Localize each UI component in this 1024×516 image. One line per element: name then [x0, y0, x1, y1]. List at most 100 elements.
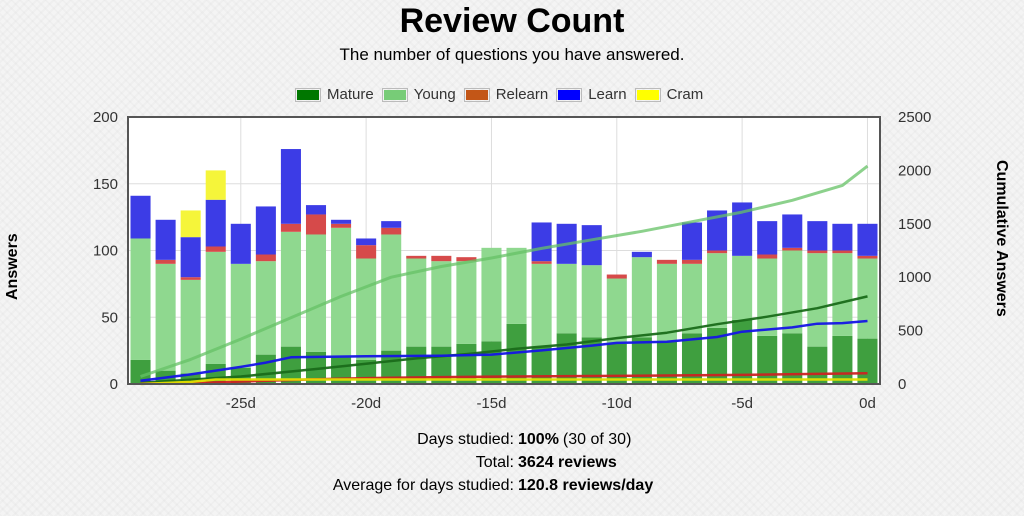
bar-mature	[581, 337, 602, 384]
bar-relearn	[431, 255, 452, 262]
bar-young	[531, 263, 552, 347]
legend-label-cram: Cram	[666, 86, 704, 103]
bar-learn	[130, 195, 151, 239]
bar-mature	[732, 319, 753, 384]
bar-learn	[857, 223, 878, 256]
bar-relearn	[656, 259, 677, 264]
bar-learn	[631, 251, 652, 258]
bar-mature	[130, 359, 151, 384]
bar-young	[857, 258, 878, 339]
bar-young	[155, 263, 176, 371]
legend-item-young[interactable]: Young	[381, 86, 456, 103]
bar-young	[255, 261, 276, 355]
bar-young	[406, 258, 427, 347]
y-tick-label: 0	[110, 376, 118, 393]
line-young-cumulative	[140, 164, 869, 378]
line-learn-cumulative	[140, 319, 868, 383]
y-tick-label: 100	[93, 243, 118, 260]
line-mature-cumulative	[140, 295, 868, 385]
bar-relearn	[305, 214, 327, 235]
line-relearn-cumulative	[140, 372, 868, 386]
bar-mature	[506, 323, 527, 384]
legend-item-cram[interactable]: Cram	[634, 86, 704, 103]
bar-learn	[255, 206, 276, 255]
legend-item-relearn[interactable]: Relearn	[463, 86, 549, 103]
bar-relearn	[356, 245, 377, 259]
y2-tick-label: 0	[898, 376, 906, 393]
bar-learn	[681, 222, 703, 260]
bar-mature	[757, 335, 778, 384]
stat-days-label: Days studied:	[417, 430, 514, 448]
bar-relearn	[531, 261, 552, 264]
y2-tick-label: 1500	[898, 216, 931, 233]
bar-mature	[631, 337, 652, 384]
bar-learn	[757, 221, 778, 255]
bar-young	[707, 253, 728, 328]
y2-tick-label: 1000	[898, 269, 931, 286]
y-tick-label: 150	[93, 176, 118, 193]
bar-relearn	[255, 254, 276, 262]
bar-relearn	[782, 247, 803, 251]
x-tick-label: 0d	[859, 395, 876, 412]
bar-learn	[707, 210, 728, 251]
stat-total-value: 3624 reviews	[518, 453, 617, 471]
legend-label-learn: Learn	[588, 86, 627, 103]
y-tick-label: 200	[93, 109, 118, 126]
bar-young	[757, 258, 778, 336]
stat-avg-label: Average for days studied:	[332, 476, 514, 494]
bar-mature	[656, 341, 677, 384]
bar-mature	[681, 333, 703, 384]
bar-young	[305, 234, 327, 352]
bar-mature	[381, 350, 402, 384]
bar-learn	[280, 149, 301, 224]
bar-relearn	[381, 227, 402, 235]
stat-days-studied: Days studied: 100% (30 of 30)	[0, 428, 1024, 451]
bar-young	[356, 258, 377, 360]
bar-young	[631, 257, 652, 338]
bar-young	[556, 263, 577, 334]
bar-relearn	[280, 223, 301, 232]
bar-learn	[581, 225, 602, 266]
bar-learn	[356, 238, 377, 246]
bar-mature	[857, 338, 878, 384]
legend-label-relearn: Relearn	[495, 86, 549, 103]
bar-young	[456, 261, 477, 344]
line-cram-cumulative	[140, 378, 868, 386]
bar-mature	[280, 346, 301, 384]
chart-title: Review Count	[399, 2, 625, 40]
bar-relearn	[807, 250, 828, 254]
bar-young	[381, 234, 402, 351]
bar-relearn	[180, 277, 201, 280]
legend-label-mature: Mature	[327, 86, 374, 103]
legend-swatch-cram	[634, 87, 661, 102]
bar-young	[832, 253, 853, 336]
bar-learn	[205, 199, 226, 247]
legend-swatch-young	[381, 87, 408, 102]
bar-relearn	[155, 259, 176, 264]
bar-young	[606, 278, 627, 344]
bar-learn	[732, 202, 753, 256]
bar-learn	[180, 237, 201, 278]
legend-swatch-relearn	[463, 87, 490, 102]
y2-tick-label: 2000	[898, 162, 931, 179]
bar-learn	[531, 222, 552, 262]
legend-item-mature[interactable]: Mature	[295, 86, 374, 103]
bar-young	[782, 250, 803, 334]
legend-label-young: Young	[413, 86, 456, 103]
y2-tick-label: 500	[898, 323, 923, 340]
bar-cram	[180, 210, 201, 238]
stats-panel: Days studied: 100% (30 of 30) Total: 362…	[0, 428, 1024, 497]
bar-young	[681, 263, 703, 334]
bar-learn	[832, 223, 853, 251]
chart-subtitle: The number of questions you have answere…	[339, 45, 685, 64]
bar-relearn	[857, 255, 878, 259]
bar-mature	[782, 333, 803, 384]
legend-swatch-learn	[556, 87, 583, 102]
bar-young	[656, 263, 677, 342]
bar-relearn	[707, 250, 728, 254]
legend-item-learn[interactable]: Learn	[556, 86, 627, 103]
x-tick-label: -5d	[731, 395, 753, 412]
stat-days-extra: (30 of 30)	[562, 430, 632, 448]
bar-young	[205, 251, 226, 364]
